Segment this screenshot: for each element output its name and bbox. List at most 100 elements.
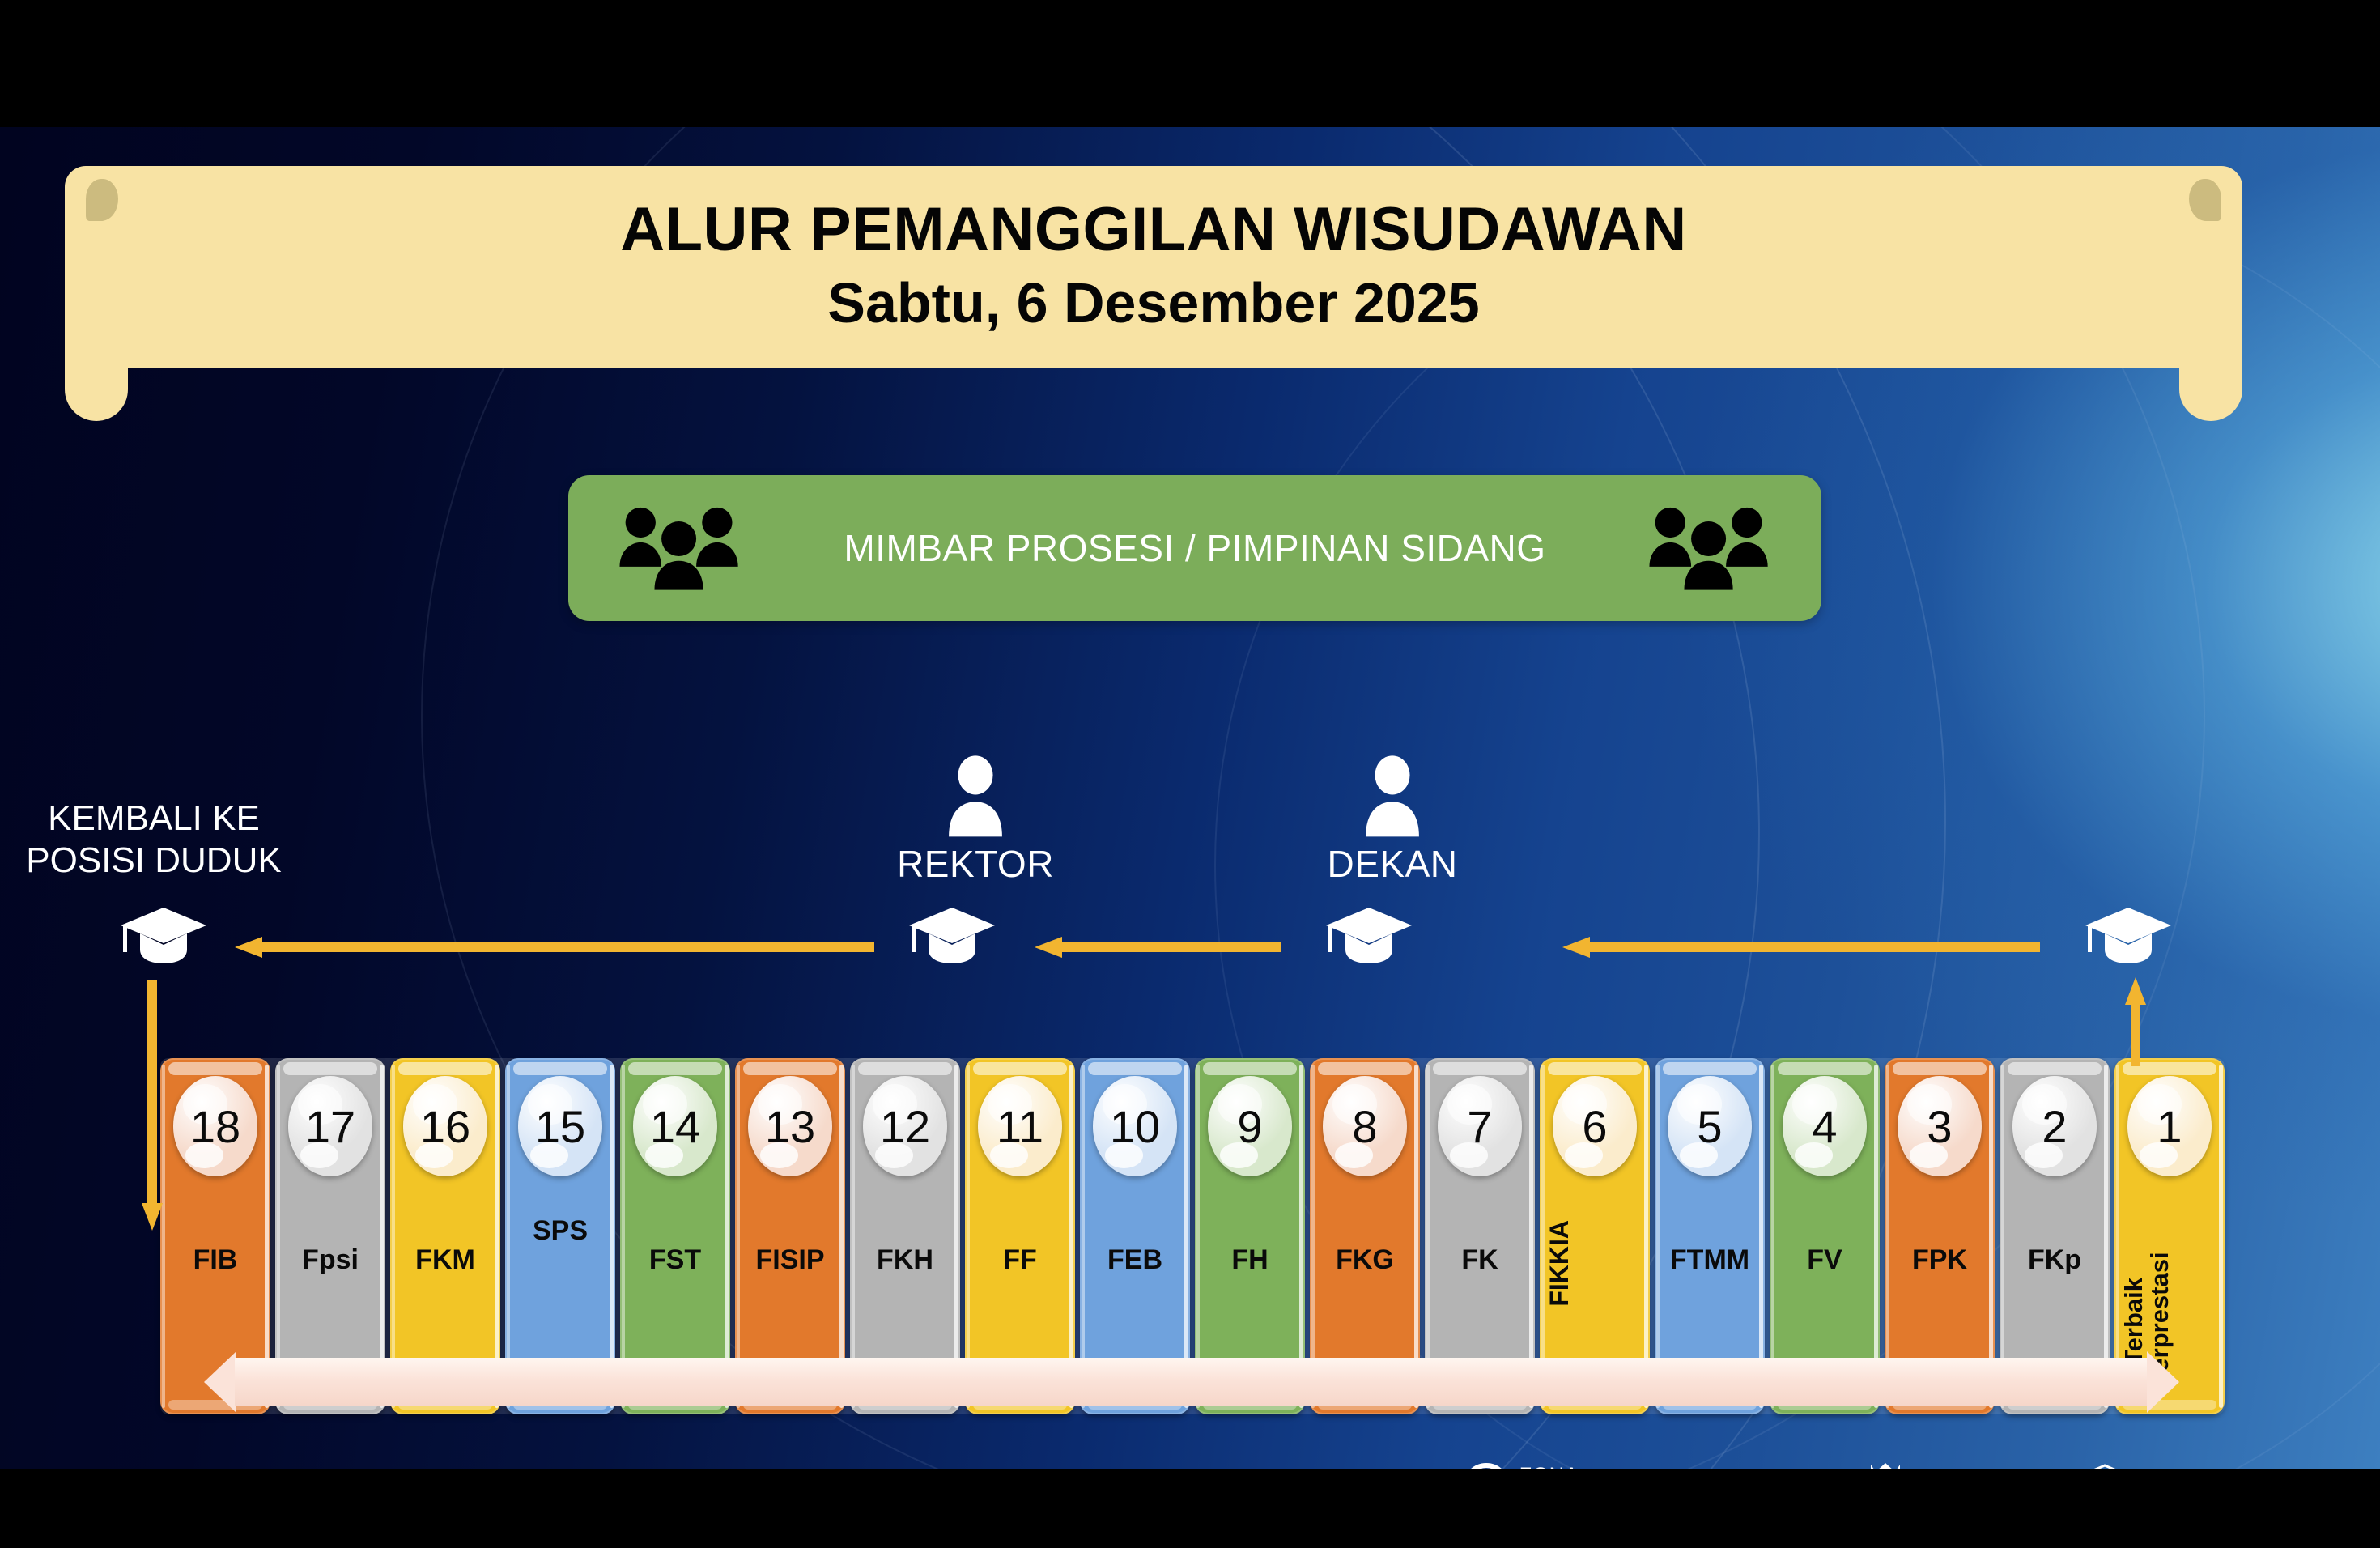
faculty-card: 1 Terbaik Berprestasi <box>2114 1058 2225 1414</box>
graduation-cap-icon <box>1326 908 1412 963</box>
faculty-card: 17 Fpsi <box>275 1058 385 1414</box>
faculty-card: 2 FKp <box>2000 1058 2110 1414</box>
card-edge-right <box>1414 1065 1418 1408</box>
badge-highlight <box>183 1083 227 1125</box>
badge-highlight <box>758 1083 802 1125</box>
banner-curl-left-icon <box>86 179 118 221</box>
badge-highlight <box>2137 1083 2182 1125</box>
badge-highlight <box>1103 1083 1147 1125</box>
graduation-cap-icon <box>2085 908 2171 963</box>
card-number: 7 <box>1467 1100 1493 1152</box>
arrow-shaft <box>235 1358 2148 1406</box>
badge-highlight <box>2139 1142 2178 1169</box>
card-faculty-name: FPK <box>1912 1244 1967 1275</box>
faculty-card-row: 18 FIB 17 Fpsi 16 FKM 15 SPS 14 FST 13 FISIP 12 FKH 11… <box>160 1058 2225 1414</box>
faculty-card: 13 FISIP <box>735 1058 845 1414</box>
badge-highlight <box>529 1142 569 1169</box>
badge-highlight <box>1219 1142 1259 1169</box>
logo-line1: ZONA <box>1519 1465 1698 1470</box>
card-faculty-name: FKp <box>2027 1244 2082 1275</box>
card-number-badge: 2 <box>2012 1076 2097 1176</box>
card-number: 2 <box>2042 1100 2068 1152</box>
dekan-label: DEKAN <box>1327 843 1458 885</box>
card-edge-left <box>1196 1065 1200 1408</box>
footnote-before: *Urutan pemanggilan fakultas berdasarkan <box>170 1467 886 1469</box>
card-number-badge: 13 <box>748 1076 832 1176</box>
badge-highlight <box>643 1083 687 1125</box>
badge-highlight <box>1332 1083 1377 1125</box>
badge-highlight <box>874 1142 914 1169</box>
card-edge-right <box>1759 1065 1763 1408</box>
flow-arrow-up <box>2125 977 2146 1066</box>
logo-strip: ZONA INTEGRITAS Bersih • Melayani • Tanp… <box>1461 1461 2325 1469</box>
letterbox-bottom <box>0 1469 2380 1548</box>
card-number-badge: 3 <box>1898 1076 1982 1176</box>
badge-highlight <box>1562 1083 1607 1125</box>
kembali-ke-posisi-duduk-label: KEMBALI KE POSISI DUDUK <box>26 798 282 880</box>
badge-highlight <box>1677 1083 1722 1125</box>
rektor-label: REKTOR <box>897 843 1054 885</box>
flow-arrow-left-3 <box>1562 937 2040 958</box>
card-gloss-top <box>1547 1062 1643 1075</box>
card-number-badge: 16 <box>403 1076 487 1176</box>
card-number-badge: 17 <box>288 1076 372 1176</box>
card-number: 8 <box>1352 1100 1378 1152</box>
badge-highlight <box>873 1083 917 1125</box>
card-edge-right <box>1184 1065 1188 1408</box>
card-edge-left <box>852 1065 855 1408</box>
card-number: 18 <box>189 1100 241 1152</box>
smartversitas-crown-icon <box>1871 1463 1901 1469</box>
graduation-cap-icon <box>121 908 206 963</box>
card-edge-left <box>1082 1065 1085 1408</box>
card-number: 5 <box>1697 1100 1723 1152</box>
badge-highlight <box>644 1142 684 1169</box>
card-edge-left <box>2116 1065 2119 1408</box>
card-faculty-name: FEB <box>1107 1244 1162 1275</box>
card-faculty-name: FST <box>648 1244 702 1275</box>
badge-highlight <box>1907 1083 1952 1125</box>
card-edge-right <box>380 1065 384 1408</box>
card-gloss-top <box>1087 1062 1183 1075</box>
person-icon <box>949 755 1002 837</box>
card-number: 10 <box>1109 1100 1161 1152</box>
card-gloss-top <box>742 1062 838 1075</box>
kampus-berdampak-building-icon <box>2092 1464 2118 1469</box>
badge-highlight <box>185 1142 224 1169</box>
people-group-icon-right <box>1649 507 1768 590</box>
logo-smartversitas: SMARTVERSITAS <box>1757 1461 2013 1469</box>
card-edge-left <box>162 1065 165 1408</box>
badge-highlight <box>1334 1142 1374 1169</box>
card-number-badge: 9 <box>1208 1076 1292 1176</box>
rektor-figure: REKTOR <box>882 755 1069 886</box>
badge-highlight <box>298 1083 342 1125</box>
faculty-card: 6 FIKKIA <box>1540 1058 1650 1414</box>
flow-arrow-down <box>142 980 163 1231</box>
badge-highlight <box>988 1083 1032 1125</box>
card-edge-right <box>725 1065 729 1408</box>
card-number: 9 <box>1237 1100 1263 1152</box>
card-edge-left <box>1541 1065 1545 1408</box>
card-gloss-top <box>512 1062 608 1075</box>
badge-highlight <box>528 1083 572 1125</box>
card-edge-right <box>1989 1065 1993 1408</box>
card-faculty-name: FISIP <box>755 1244 825 1275</box>
logo-kampus-berdampak: UNAIR KAMPUS BERDAMPAK <box>2073 1463 2325 1469</box>
card-gloss-top <box>283 1062 378 1075</box>
card-number-badge: 5 <box>1668 1076 1752 1176</box>
card-edge-right <box>265 1065 269 1408</box>
card-edge-right <box>1874 1065 1878 1408</box>
card-faculty-name: FH <box>1231 1244 1269 1275</box>
card-gloss-top <box>397 1062 493 1075</box>
card-edge-left <box>507 1065 510 1408</box>
card-edge-right <box>1644 1065 1648 1408</box>
card-gloss-top <box>1777 1062 1872 1075</box>
card-faculty-name: FTMM <box>1669 1244 1750 1275</box>
card-number-badge: 14 <box>633 1076 717 1176</box>
faculty-card: 8 FKG <box>1310 1058 1420 1414</box>
title-banner: ALUR PEMANGGILAN WISUDAWAN Sabtu, 6 Dese… <box>65 166 2242 421</box>
banner-body <box>65 166 2242 368</box>
card-edge-right <box>1069 1065 1073 1408</box>
card-number: 14 <box>649 1100 701 1152</box>
card-faculty-name: FKG <box>1336 1244 1394 1275</box>
